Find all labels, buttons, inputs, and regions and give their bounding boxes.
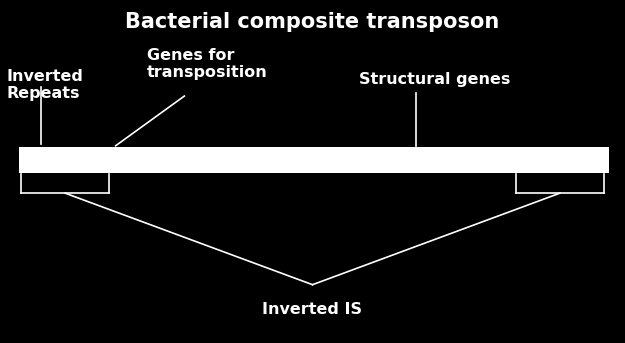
Text: Bacterial composite transposon: Bacterial composite transposon [126, 12, 499, 32]
Text: Inverted IS: Inverted IS [262, 302, 362, 317]
Text: Structural genes: Structural genes [359, 72, 511, 87]
Text: Genes for
transposition: Genes for transposition [147, 48, 268, 80]
FancyBboxPatch shape [19, 147, 609, 173]
Text: Inverted
Repeats: Inverted Repeats [6, 69, 83, 101]
